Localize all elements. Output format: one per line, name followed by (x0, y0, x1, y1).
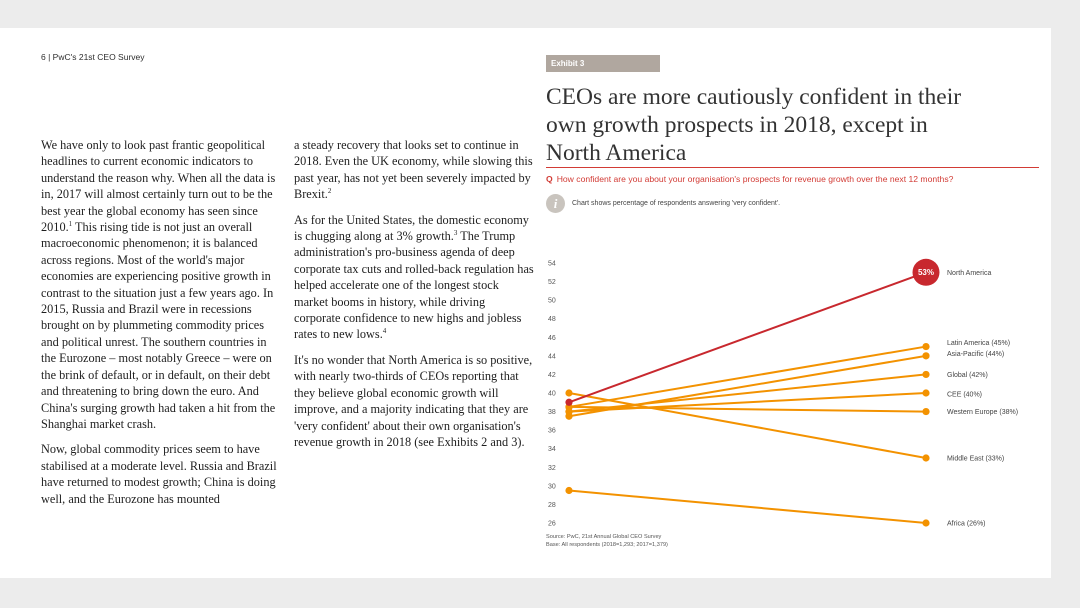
y-tick-label: 50 (548, 298, 556, 305)
series-line (568, 354, 927, 418)
series-label: North America (947, 270, 991, 277)
exhibit-tag: Exhibit 3 (546, 55, 660, 72)
series-line (568, 345, 927, 408)
series-line (568, 373, 927, 413)
paragraph: It's no wonder that North America is so … (294, 352, 533, 449)
series-label: Middle East (33%) (947, 456, 1004, 463)
data-point (922, 519, 930, 527)
source-line: Source: PwC, 21st Annual Global CEO Surv… (546, 534, 662, 540)
slope-chart: 2628303234363840424446485052542017201853… (548, 258, 1018, 528)
data-point (565, 486, 573, 495)
y-tick-label: 48 (548, 316, 556, 323)
data-point (565, 389, 573, 397)
y-tick-label: 34 (548, 446, 556, 453)
text-column-2: a steady recovery that looks set to cont… (294, 137, 534, 459)
y-tick-label: 46 (548, 335, 556, 342)
series-label: CEE (40%) (947, 392, 982, 399)
y-tick-label: 40 (548, 391, 556, 398)
page-header: 6 | PwC's 21st CEO Survey (41, 52, 145, 62)
data-point (922, 370, 930, 379)
series-line (568, 392, 927, 413)
series-label: Global (42%) (947, 372, 988, 379)
paragraph: a steady recovery that looks set to cont… (294, 138, 533, 202)
data-point (565, 412, 573, 420)
y-tick-label: 44 (548, 353, 556, 360)
series-line (568, 392, 927, 459)
series-label: Latin America (45%) (947, 340, 1010, 347)
paragraph: As for the United States, the domestic e… (294, 212, 534, 342)
text-column-1: We have only to look past frantic geopol… (41, 137, 281, 516)
y-tick-label: 52 (548, 279, 556, 286)
survey-question: Q How confident are you about your organi… (546, 174, 954, 184)
info-icon: i (546, 194, 565, 213)
series-label: Western Europe (38%) (947, 409, 1018, 416)
series-label: Asia-Pacific (44%) (947, 351, 1004, 358)
data-point-badge (912, 258, 940, 286)
data-point (922, 389, 930, 397)
data-point (922, 407, 930, 416)
data-point (565, 398, 573, 406)
y-tick-label: 36 (548, 428, 556, 435)
base-line: Base: All respondents (2018=1,293; 2017=… (546, 542, 668, 548)
series-label: Africa (26%) (947, 521, 986, 528)
y-tick-label: 32 (548, 465, 556, 472)
y-tick-label: 26 (548, 521, 556, 528)
data-point (922, 454, 930, 462)
data-point (922, 342, 930, 351)
paragraph: Now, global commodity prices seem to hav… (41, 442, 277, 506)
series-line (568, 489, 927, 524)
data-label: 53% (918, 268, 934, 277)
data-point (922, 352, 930, 360)
y-tick-label: 30 (548, 483, 556, 490)
y-tick-label: 38 (548, 409, 556, 416)
y-tick-label: 42 (548, 372, 556, 379)
paragraph: We have only to look past frantic geopol… (41, 138, 276, 431)
report-page: 6 | PwC's 21st CEO Survey We have only t… (0, 28, 1051, 578)
chart-note: Chart shows percentage of respondents an… (572, 200, 781, 207)
y-tick-label: 28 (548, 502, 556, 509)
exhibit-title: CEOs are more cautiously confident in th… (546, 84, 962, 166)
y-tick-label: 54 (548, 261, 556, 268)
chart-source: Source: PwC, 21st Annual Global CEO Surv… (546, 533, 668, 549)
series-line (568, 271, 927, 404)
title-divider (546, 167, 1039, 168)
